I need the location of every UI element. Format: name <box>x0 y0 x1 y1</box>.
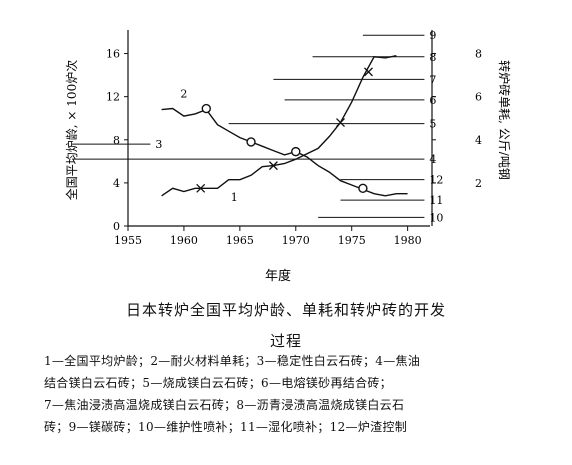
development-line-label: 4 <box>429 153 436 166</box>
series-label: 1 <box>231 191 238 204</box>
legend-line-2: 结合镁白云石砖；5—烧成镁白云石砖；6—电熔镁砂再结合砖； <box>44 376 392 390</box>
x-marker-stroke <box>364 67 373 77</box>
y-left-tick-label: 12 <box>106 91 120 104</box>
y-left-tick-label: 8 <box>113 134 120 147</box>
x-axis-label: 年度 <box>265 268 291 284</box>
x-tick-label: 1960 <box>170 234 198 247</box>
y-right-tick-label: 8 <box>475 48 482 61</box>
development-line-label: 10 <box>429 211 443 224</box>
x-tick-label: 1975 <box>338 234 366 247</box>
development-line-label: 3 <box>155 138 162 151</box>
development-line-label: 12 <box>429 174 443 187</box>
legend-line-1: 1—全国平均炉龄；2—耐火材料单耗；3—稳定性白云石砖；4—焦油 <box>44 354 421 368</box>
y-right-tick-label: 4 <box>475 134 482 147</box>
x-marker <box>364 67 373 77</box>
circle-marker <box>291 146 301 157</box>
development-line-label: 5 <box>429 118 436 131</box>
x-marker-stroke <box>336 118 345 127</box>
development-line-label: 6 <box>429 94 436 107</box>
circle-marker <box>201 103 211 114</box>
chart-title-line2: 过程 <box>269 332 302 350</box>
y-axis-label-left: 全国平均炉龄, × 100炉次 <box>64 60 79 200</box>
y-left-tick-label: 0 <box>113 220 120 233</box>
legend-line-4: 砖；9—镁碳砖；10—维护性喷补；11—湿化喷补；12—炉渣控制 <box>44 420 408 434</box>
x-tick-label: 1980 <box>394 234 422 247</box>
development-line-label: 11 <box>429 194 443 207</box>
x-marker-stroke <box>268 161 278 171</box>
y-right-tick-label: 6 <box>475 91 482 104</box>
y-left-tick-label: 16 <box>106 48 120 61</box>
circle-marker <box>358 183 368 193</box>
y-axis-label-right: 转炉砖单耗, 公斤/吨钢 <box>497 60 512 180</box>
circle-marker <box>246 137 256 147</box>
x-marker-stroke <box>196 183 206 193</box>
x-tick-label: 1970 <box>282 234 310 247</box>
x-marker <box>268 161 278 171</box>
chart-title-line1: 日本转炉全国平均炉龄、单耗和转炉砖的开发 <box>125 301 446 319</box>
x-marker <box>196 183 206 193</box>
series-line <box>161 107 408 197</box>
legend-line-3: 7—焦油浸渍高温烧成镁白云石砖；8—沥青浸渍高温烧成镁白云石 <box>44 398 405 412</box>
series-line <box>161 55 397 197</box>
development-line-label: 8 <box>429 51 436 64</box>
x-tick-label: 1955 <box>114 234 142 247</box>
x-marker <box>336 118 345 127</box>
axis-labels: 年度 全国平均炉龄, × 100炉次 转炉砖单耗, 公斤/吨钢 <box>64 60 512 284</box>
series-lines: 12 <box>161 55 408 204</box>
y-right-tick-label: 2 <box>475 177 482 190</box>
development-line-label: 7 <box>429 73 436 86</box>
development-line-label: 9 <box>429 29 436 42</box>
x-tick-label: 1965 <box>226 234 254 247</box>
series-label: 2 <box>180 88 187 101</box>
y-left-tick-label: 4 <box>113 177 120 190</box>
